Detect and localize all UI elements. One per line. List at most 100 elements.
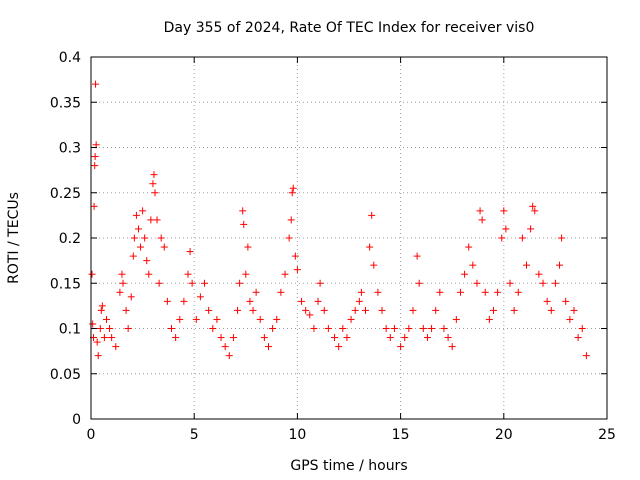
data-point <box>188 279 196 287</box>
data-point <box>285 234 293 242</box>
data-point <box>469 261 477 269</box>
y-tick-label: 0.1 <box>59 322 81 338</box>
data-point <box>347 315 355 323</box>
data-point <box>366 243 374 251</box>
data-point <box>331 334 339 342</box>
data-point <box>246 297 254 305</box>
data-point <box>102 315 110 323</box>
chart-title: Day 355 of 2024, Rate Of TEC Index for r… <box>164 20 535 36</box>
x-tick-label: 0 <box>87 427 96 443</box>
data-point <box>405 325 413 332</box>
data-point <box>116 288 124 296</box>
data-point <box>134 225 142 233</box>
data-point <box>401 334 409 342</box>
data-point <box>314 297 322 305</box>
data-point <box>281 270 289 278</box>
data-point <box>523 261 531 269</box>
data-point <box>180 297 188 305</box>
data-point <box>316 279 324 287</box>
data-point <box>265 343 273 351</box>
data-point <box>500 207 508 215</box>
data-point <box>93 338 101 346</box>
data-point <box>556 261 564 269</box>
data-point <box>502 225 510 233</box>
data-point <box>539 279 547 287</box>
data-point <box>91 153 99 161</box>
data-point <box>506 279 514 287</box>
data-point <box>419 325 427 332</box>
data-point <box>432 306 440 314</box>
data-point <box>172 334 180 342</box>
data-point <box>160 243 168 251</box>
data-point <box>201 279 209 287</box>
data-point <box>481 288 489 296</box>
data-point <box>151 189 159 197</box>
data-point <box>370 261 378 269</box>
data-point <box>91 162 99 170</box>
data-point <box>351 306 359 314</box>
data-point <box>335 343 343 351</box>
data-point <box>378 306 386 314</box>
x-tick-label: 25 <box>598 427 616 443</box>
data-point <box>234 306 242 314</box>
data-point <box>132 211 140 219</box>
x-tick-label: 15 <box>392 427 410 443</box>
data-point <box>452 315 460 323</box>
y-tick-label: 0.35 <box>50 95 81 111</box>
data-point <box>217 334 225 342</box>
data-point <box>578 325 586 332</box>
data-point <box>570 306 578 314</box>
data-point <box>368 211 376 219</box>
data-point <box>574 334 582 342</box>
data-point <box>473 279 481 287</box>
data-point <box>498 234 506 242</box>
data-point <box>97 306 105 314</box>
data-point <box>527 225 535 233</box>
data-point <box>167 325 175 332</box>
data-point <box>485 315 493 323</box>
data-point <box>240 220 248 228</box>
data-point <box>456 288 464 296</box>
data-point <box>291 252 299 260</box>
data-point <box>478 216 486 224</box>
data-point <box>288 189 296 197</box>
axis-ticks: 0 5 10 15 20 25 0 0.05 0.1 0.15 0.2 0.25 0.3 0.35 0.4 <box>50 50 616 443</box>
data-point <box>137 243 145 251</box>
data-point <box>423 334 431 342</box>
data-point <box>362 306 370 314</box>
data-point <box>98 302 106 310</box>
data-point <box>324 325 332 332</box>
data-point <box>118 270 126 278</box>
data-point <box>119 279 127 287</box>
data-point <box>139 207 147 215</box>
data-point <box>88 270 96 278</box>
y-tick-label: 0.2 <box>59 231 81 247</box>
plot-border <box>90 56 608 420</box>
data-point <box>145 270 153 278</box>
data-point <box>236 279 244 287</box>
data-point <box>289 184 297 192</box>
data-point <box>127 293 135 301</box>
x-tick-label: 20 <box>495 427 513 443</box>
data-point <box>489 306 497 314</box>
data-point <box>106 325 114 332</box>
data-point <box>444 334 452 342</box>
data-point <box>229 334 237 342</box>
data-point <box>100 334 108 342</box>
data-point <box>155 279 163 287</box>
data-point <box>249 306 257 314</box>
data-point <box>242 270 250 278</box>
data-point <box>124 325 132 332</box>
data-point <box>535 270 543 278</box>
y-tick-label: 0.05 <box>50 367 81 383</box>
data-point <box>196 293 204 301</box>
data-point <box>413 252 421 260</box>
y-tick-label: 0.4 <box>59 50 81 66</box>
data-point <box>130 234 138 242</box>
data-point <box>386 334 394 342</box>
data-point <box>357 288 365 296</box>
data-point <box>225 352 233 360</box>
data-point <box>184 270 192 278</box>
data-point <box>465 243 473 251</box>
